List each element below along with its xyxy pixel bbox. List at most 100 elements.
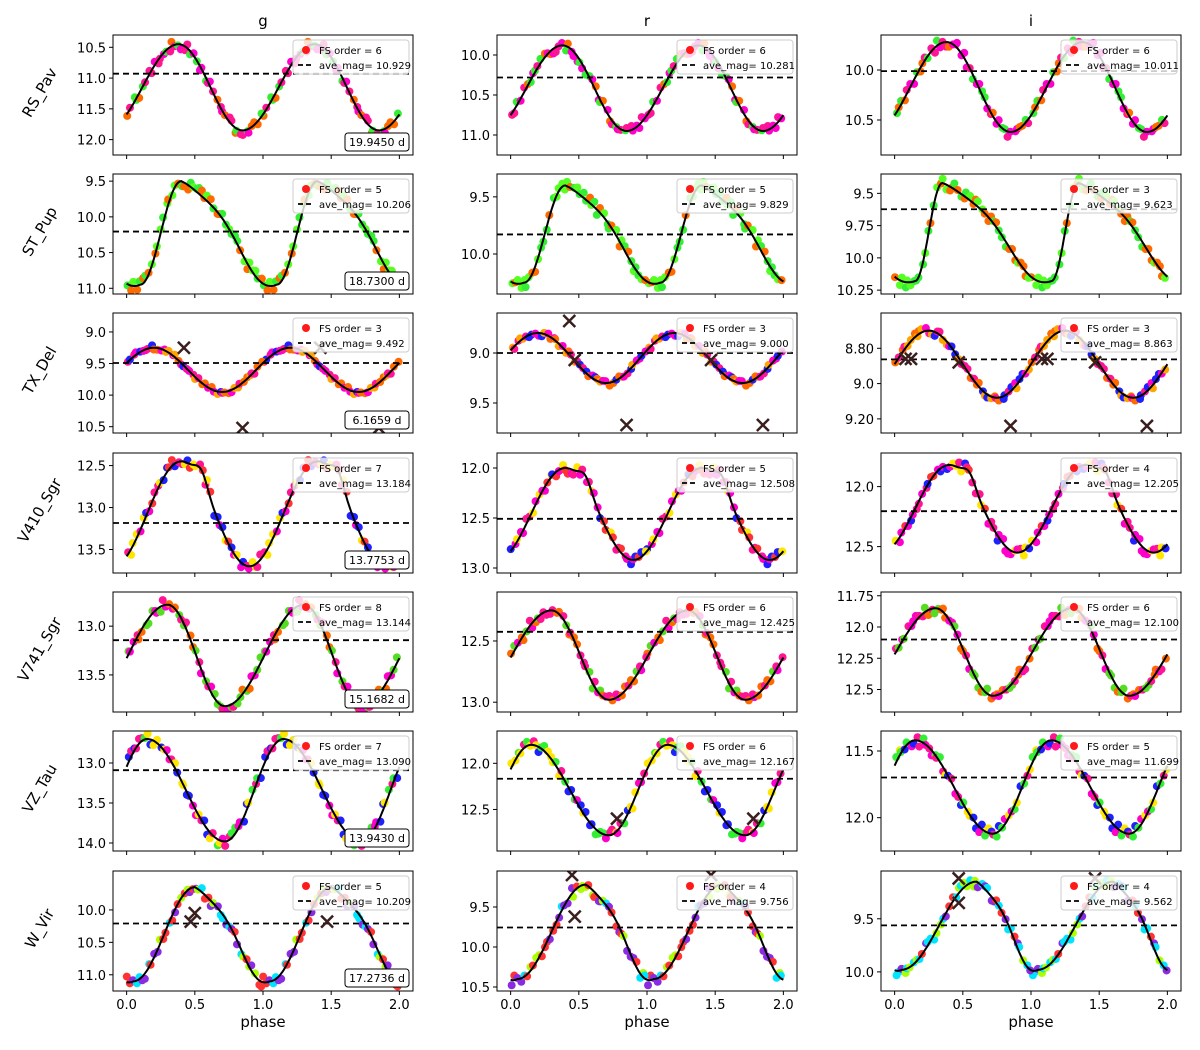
fourier-fit-line <box>509 332 785 384</box>
y-tick-label: 10.5 <box>77 247 106 262</box>
legend-fs-order: FS order = 6 <box>319 46 382 57</box>
legend-box <box>676 178 794 214</box>
period-label: 17.2736 d <box>349 972 405 985</box>
y-tick-label: 10.0 <box>77 211 106 226</box>
axes-frame <box>496 870 798 992</box>
y-tick-label: 13.0 <box>77 620 106 635</box>
legend-ave-mag: ave_mag= 10.929 <box>319 61 411 72</box>
y-tick-label: 10.5 <box>461 981 490 996</box>
panel-ST_Pup-i: 9.5 9.75 10.0 10.25 FS order = 3 ave_mag= 9.6… <box>837 173 1182 299</box>
panel-VZ_Tau-g: 13.0 13.5 14.0 FS order = 7 ave_mag= 13.090 1… <box>77 730 414 855</box>
legend: FS order = 6 ave_mag= 10.929 <box>292 39 411 75</box>
y-tick-label: 9.5 <box>853 913 874 928</box>
data-point <box>389 362 398 371</box>
x-tick-label: 0.0 <box>116 998 137 1013</box>
data-point <box>392 653 401 662</box>
outlier-marker <box>1088 355 1102 370</box>
data-point <box>573 183 582 192</box>
panel-V410_Sgr-g: 12.5 13.0 13.5 FS order = 7 ave_mag= 13.184 1… <box>77 452 414 577</box>
legend-ave-mag: ave_mag= 12.205 <box>1087 479 1179 490</box>
legend-ave-mag: ave_mag= 13.090 <box>319 757 411 768</box>
period-box <box>344 271 410 291</box>
legend-box <box>1060 39 1178 75</box>
data-point <box>913 733 922 742</box>
y-tick-label: 9.5 <box>853 187 874 202</box>
axes-frame <box>880 591 1182 713</box>
legend-marker <box>302 185 310 193</box>
legend-box <box>292 178 410 214</box>
legend: FS order = 3 ave_mag= 9.492 <box>292 317 410 353</box>
legend-ave-mag: ave_mag= 8.863 <box>1087 339 1173 350</box>
data-point <box>507 981 516 990</box>
outlier-marker <box>567 909 582 924</box>
axes-frame <box>880 173 1182 295</box>
legend-marker <box>1070 742 1078 750</box>
panel-V410_Sgr-r: 12.0 12.5 13.0 FS order = 5 ave_mag= 12.508 <box>461 452 798 577</box>
data-point <box>253 362 262 371</box>
panel-VZ_Tau-r: 12.0 12.5 FS order = 6 ave_mag= 12.167 <box>461 730 798 855</box>
axes-frame <box>496 173 798 295</box>
x-tick-label: 1.5 <box>1089 998 1110 1013</box>
legend: FS order = 7 ave_mag= 13.090 <box>292 735 411 771</box>
legend-box <box>1060 875 1178 911</box>
outlier-marker <box>1035 351 1049 366</box>
panel-V741_Sgr-g: 13.0 13.5 FS order = 8 ave_mag= 13.144 15.16… <box>77 591 414 716</box>
legend-box <box>1060 317 1178 353</box>
axes-frame <box>880 312 1182 434</box>
row-label-W_Vir: W_Vir <box>21 905 59 952</box>
x-axis-label: phase <box>240 1013 285 1031</box>
legend-box <box>1060 735 1178 771</box>
fourier-fit-line <box>509 609 785 701</box>
legend-marker <box>1070 324 1078 332</box>
data-point <box>558 341 567 350</box>
data-point <box>208 829 217 838</box>
fourier-fit-line <box>125 43 401 132</box>
legend-fs-order: FS order = 4 <box>1087 464 1150 475</box>
y-tick-label: 13.5 <box>77 797 106 812</box>
y-tick-label: 9.5 <box>85 175 106 190</box>
outlier-marker <box>1140 419 1154 433</box>
period-box <box>344 828 410 848</box>
legend-ave-mag: ave_mag= 9.829 <box>703 200 789 211</box>
period-label: 18.7300 d <box>349 275 405 288</box>
panel-TX_Del-r: 9.0 9.5 FS order = 3 ave_mag= 9.000 <box>469 312 798 437</box>
data-point <box>143 731 152 738</box>
data-point <box>569 470 578 479</box>
legend-box <box>292 875 410 911</box>
data-point <box>213 902 222 911</box>
outlier-marker <box>177 340 191 355</box>
legend-box <box>292 39 410 75</box>
fourier-fit-line <box>893 464 1169 554</box>
data-point <box>156 607 165 616</box>
legend-ave-mag: ave_mag= 12.508 <box>703 479 795 490</box>
period-label: 15.1682 d <box>349 693 405 706</box>
y-tick-label: 13.0 <box>461 696 490 711</box>
legend-marker <box>1070 603 1078 611</box>
legend-fs-order: FS order = 4 <box>1087 882 1150 893</box>
axes-frame <box>496 591 798 713</box>
x-tick-label: 0.0 <box>500 998 521 1013</box>
legend-box <box>676 457 794 493</box>
outlier-marker <box>1040 351 1055 366</box>
row-label-V741_Sgr: V741_Sgr <box>14 613 67 685</box>
data-point <box>1111 828 1120 837</box>
column-title-i: i <box>1029 12 1033 30</box>
data-point <box>393 109 402 118</box>
y-tick-label: 11.75 <box>837 590 874 605</box>
data-point <box>521 283 530 292</box>
legend-ave-mag: ave_mag= 9.756 <box>703 897 789 908</box>
x-tick-label: 1.5 <box>705 998 726 1013</box>
y-tick-label: 11.0 <box>461 129 490 144</box>
data-point <box>259 972 268 981</box>
legend: FS order = 3 ave_mag= 8.863 <box>1060 317 1178 353</box>
data-point <box>938 174 947 183</box>
legend-ave-mag: ave_mag= 10.281 <box>703 61 795 72</box>
x-tick-label: 1.5 <box>321 998 342 1013</box>
data-point <box>122 972 131 981</box>
data-point <box>973 197 982 206</box>
data-point <box>754 691 763 700</box>
legend-fs-order: FS order = 5 <box>703 185 766 196</box>
y-tick-label: 14.0 <box>77 837 106 852</box>
legend-fs-order: FS order = 6 <box>703 46 766 57</box>
period-box <box>344 410 410 430</box>
